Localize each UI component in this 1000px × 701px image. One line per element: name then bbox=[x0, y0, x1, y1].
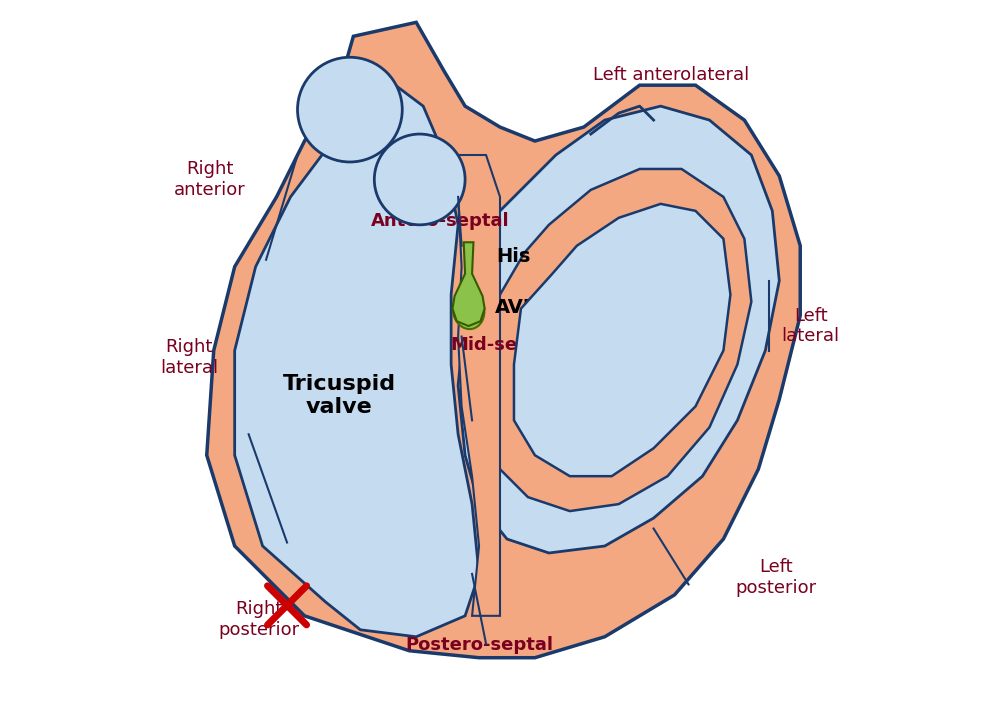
Circle shape bbox=[298, 57, 402, 162]
Text: Tricuspid
valve: Tricuspid valve bbox=[283, 374, 396, 418]
Polygon shape bbox=[207, 22, 800, 658]
Text: AV: AV bbox=[403, 170, 436, 189]
Text: Right
anterior: Right anterior bbox=[174, 160, 246, 199]
Polygon shape bbox=[458, 106, 779, 553]
Text: His: His bbox=[497, 247, 531, 266]
Polygon shape bbox=[486, 169, 751, 511]
Text: Mitral
valve: Mitral valve bbox=[585, 350, 659, 393]
Text: Mid-septal: Mid-septal bbox=[450, 336, 557, 354]
Text: Left
posterior: Left posterior bbox=[735, 558, 816, 597]
Polygon shape bbox=[453, 243, 485, 326]
Circle shape bbox=[374, 134, 465, 225]
Polygon shape bbox=[437, 155, 500, 615]
Text: Postero-septal: Postero-septal bbox=[405, 636, 553, 654]
Polygon shape bbox=[514, 204, 730, 476]
Polygon shape bbox=[235, 86, 479, 637]
Text: Antero-septal: Antero-septal bbox=[371, 212, 510, 231]
Text: AVN: AVN bbox=[494, 298, 540, 317]
Ellipse shape bbox=[453, 291, 484, 329]
Text: Right
posterior: Right posterior bbox=[219, 600, 300, 639]
Text: PV: PV bbox=[333, 100, 367, 120]
Text: Right
lateral: Right lateral bbox=[160, 338, 218, 377]
Text: Left
lateral: Left lateral bbox=[782, 306, 840, 346]
Text: Left anterolateral: Left anterolateral bbox=[593, 66, 749, 83]
